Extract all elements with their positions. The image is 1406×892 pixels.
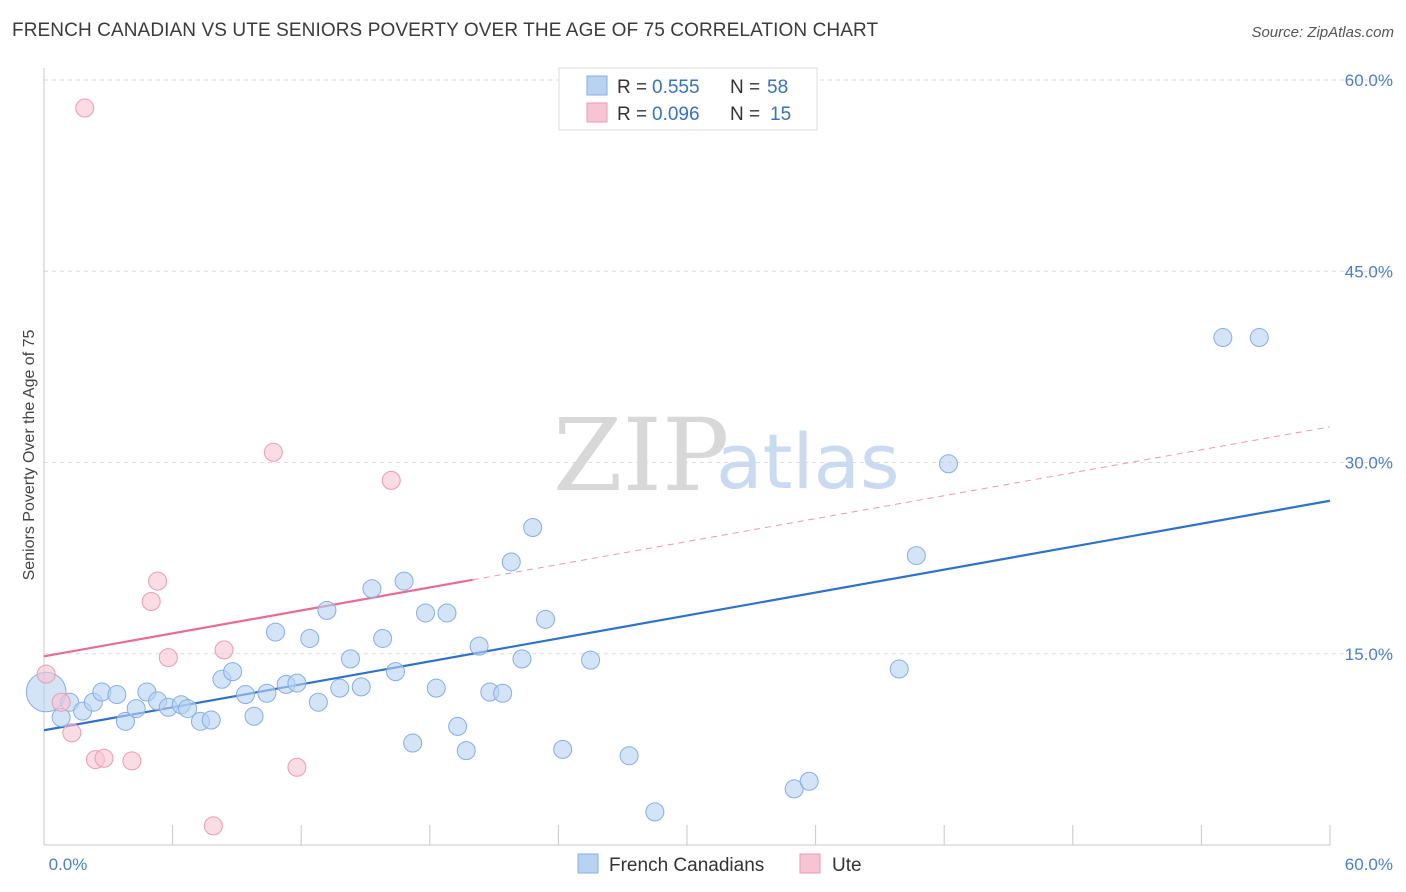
data-point-blue — [257, 683, 277, 703]
bottom-legend-swatch-french-canadians — [577, 853, 599, 874]
data-point-blue — [523, 518, 543, 538]
data-point-blue — [244, 706, 264, 726]
data-point-pink — [141, 591, 161, 611]
data-point-blue — [362, 579, 382, 599]
legend-n-label: N = — [730, 77, 760, 98]
grid-lines — [44, 79, 1392, 655]
data-point-blue — [536, 609, 556, 629]
legend-n-value: 15 — [770, 104, 791, 125]
data-point-blue — [448, 716, 468, 736]
data-point-blue — [889, 659, 909, 679]
data-point-blue — [235, 685, 255, 705]
data-point-blue — [394, 571, 414, 591]
data-point-blue — [512, 649, 532, 669]
data-point-pink — [287, 757, 307, 777]
legend-swatch-french-canadians — [586, 75, 608, 96]
data-point-pink — [381, 470, 401, 490]
data-point-blue — [1249, 328, 1269, 348]
data-point-blue — [126, 699, 146, 719]
trend-line-pink — [43, 578, 473, 658]
data-point-blue — [493, 683, 513, 703]
bottom-legend-label-french-canadians: French Canadians — [609, 855, 764, 876]
bottom-legend-swatch-ute — [799, 853, 821, 874]
data-point-blue — [115, 711, 135, 731]
data-point-blue — [1213, 328, 1233, 348]
data-point-blue — [300, 628, 320, 648]
data-point-blue — [265, 622, 285, 642]
data-point-blue — [201, 710, 221, 730]
data-point-pink — [203, 816, 223, 836]
y-tick-label: 45.0% — [1345, 262, 1393, 281]
data-point-blue — [553, 739, 573, 759]
data-point-blue — [426, 678, 446, 698]
y-tick-label: 60.0% — [1345, 71, 1393, 90]
legend-r-value: 0.096 — [652, 104, 700, 125]
legend-n-value: 58 — [767, 77, 788, 98]
axes — [43, 68, 1331, 846]
data-point-blue — [799, 771, 819, 791]
data-point-pink — [214, 640, 234, 660]
data-point-blue — [645, 802, 665, 822]
data-point-blue — [373, 628, 393, 648]
data-point-blue — [317, 600, 337, 620]
data-point-blue — [330, 678, 350, 698]
legend-r-value: 0.555 — [652, 77, 700, 98]
data-point-blue — [456, 741, 476, 761]
data-point-blue — [403, 733, 423, 753]
data-point-pink — [36, 664, 56, 684]
legend: R = 0.555 N = 58 R = 0.096 N = 15 — [558, 67, 818, 131]
x-tick-label: 0.0% — [49, 855, 88, 874]
data-point-blue — [437, 603, 457, 623]
bottom-legend-label-ute: Ute — [832, 855, 862, 876]
data-point-blue — [784, 779, 804, 799]
data-point-pink — [263, 442, 283, 462]
legend-r-label: R = — [617, 104, 647, 125]
data-point-blue — [351, 677, 371, 697]
data-point-blue — [938, 454, 958, 474]
data-points — [25, 98, 1269, 836]
data-point-blue — [340, 649, 360, 669]
x-tick-label: 60.0% — [1345, 855, 1393, 874]
data-point-blue — [469, 636, 489, 656]
data-point-blue — [107, 685, 127, 705]
legend-swatch-ute — [586, 102, 608, 123]
data-point-pink — [51, 692, 71, 712]
watermark-zip: ZIP — [553, 397, 729, 514]
data-point-pink — [75, 98, 95, 118]
data-point-blue — [416, 603, 436, 623]
trend-line-extension-pink — [472, 426, 1331, 581]
data-point-blue — [223, 662, 243, 682]
source-credit: Source: ZipAtlas.com — [1251, 24, 1394, 41]
data-point-blue — [581, 650, 601, 670]
data-point-blue — [906, 546, 926, 566]
data-point-blue — [501, 552, 521, 572]
data-point-pink — [62, 723, 82, 743]
chart-title: FRENCH CANADIAN VS UTE SENIORS POVERTY O… — [12, 20, 879, 41]
data-point-blue — [386, 662, 406, 682]
tick-labels: 15.0% 30.0% 45.0% 60.0% 0.0% 60.0% — [49, 71, 1393, 874]
y-axis-label: Seniors Poverty Over the Age of 75 — [21, 330, 38, 581]
watermark-atlas: atlas — [716, 417, 900, 506]
data-point-pink — [122, 751, 142, 771]
y-tick-label: 30.0% — [1345, 454, 1393, 473]
data-point-pink — [158, 648, 178, 668]
data-point-pink — [148, 571, 168, 591]
data-point-blue — [287, 673, 307, 693]
data-point-pink — [94, 748, 114, 768]
bottom-legend: French Canadians Ute — [577, 853, 862, 876]
watermark: ZIP atlas — [553, 397, 900, 514]
data-point-blue — [178, 699, 198, 719]
data-point-blue — [619, 746, 639, 766]
legend-r-label: R = — [617, 77, 647, 98]
y-tick-label: 15.0% — [1345, 645, 1393, 664]
legend-n-label: N = — [730, 104, 760, 125]
data-point-blue — [308, 692, 328, 712]
